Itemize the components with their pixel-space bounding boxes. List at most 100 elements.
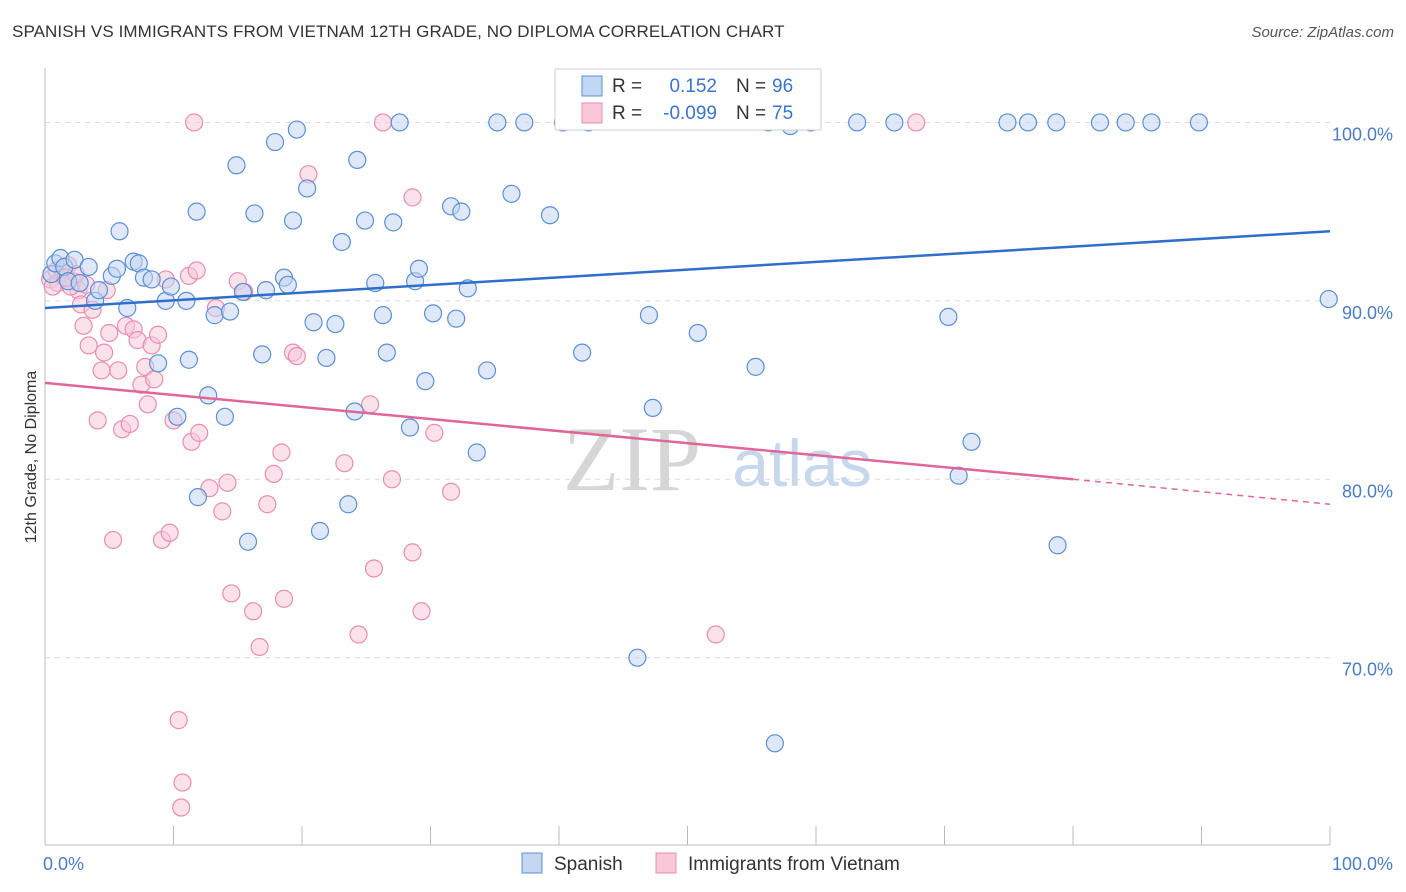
- vietnam-point: [258, 495, 277, 514]
- spanish-point: [416, 372, 435, 391]
- trend-lines: [44, 230, 1331, 505]
- spanish-point: [1018, 113, 1038, 132]
- series-immigrants-vietnam-points: [41, 113, 926, 817]
- spanish-point: [515, 113, 534, 132]
- spanish-point: [220, 302, 240, 321]
- vietnam-point: [403, 188, 422, 207]
- spanish-point: [199, 386, 218, 405]
- spanish-point: [298, 179, 317, 198]
- spanish-point: [949, 466, 968, 485]
- vietnam-point: [335, 454, 354, 473]
- legend-swatch-spanish[interactable]: [521, 852, 543, 874]
- spanish-point: [467, 443, 486, 462]
- vietnam-point: [74, 316, 93, 335]
- spanish-point: [540, 206, 560, 225]
- x-tick-label: 100.0%: [1332, 854, 1393, 874]
- spanish-point: [488, 113, 507, 132]
- vietnam-point: [361, 395, 380, 414]
- spanish-point: [339, 495, 358, 514]
- vietnam-point: [169, 711, 188, 730]
- spanish-point: [205, 306, 224, 325]
- spanish-point: [215, 407, 234, 426]
- vietnam-point: [250, 637, 269, 657]
- gridlines: [45, 121, 1330, 659]
- y-tick-labels: 70.0% 80.0% 90.0% 100.0%: [1332, 124, 1393, 679]
- chart-title: SPANISH VS IMMIGRANTS FROM VIETNAM 12TH …: [12, 22, 785, 41]
- vietnam-point: [145, 370, 164, 389]
- vietnam-point: [187, 261, 206, 280]
- vietnam-point: [138, 395, 157, 414]
- y-tick-label: 100.0%: [1332, 124, 1393, 144]
- stats-swatch-spanish: [581, 75, 603, 97]
- spanish-point: [423, 304, 443, 323]
- spanish-point: [70, 273, 89, 293]
- stats-r-value: 0.152: [669, 76, 717, 97]
- watermark: ZIP atlas: [563, 408, 872, 510]
- stats-r-value: -0.099: [663, 103, 717, 124]
- spanish-point: [848, 113, 867, 132]
- vietnam-point: [349, 625, 368, 644]
- vietnam-point: [244, 602, 263, 621]
- vietnam-trend-line: [44, 381, 1074, 481]
- spanish-point: [573, 343, 592, 362]
- legend-swatch-vietnam[interactable]: [655, 852, 677, 874]
- stats-swatch-vietnam: [581, 102, 603, 124]
- spanish-point: [1142, 113, 1161, 132]
- vietnam-point: [109, 361, 128, 380]
- stats-r-label: R =: [612, 76, 642, 97]
- vietnam-point: [148, 325, 168, 344]
- spanish-point: [142, 270, 161, 289]
- vietnam-point: [403, 543, 422, 562]
- spanish-point: [179, 350, 199, 369]
- vietnam-point: [120, 414, 139, 434]
- vietnam-point: [95, 343, 114, 362]
- spanish-point: [765, 734, 784, 753]
- spanish-point: [688, 323, 707, 343]
- stats-r-label: R =: [612, 103, 642, 124]
- spanish-point: [477, 361, 497, 380]
- spanish-point: [390, 113, 409, 132]
- spanish-point: [326, 314, 345, 334]
- legend-label-vietnam[interactable]: Immigrants from Vietnam: [688, 854, 900, 875]
- x-tick-labels: 0.0% 100.0%: [43, 854, 1393, 874]
- x-tick-label: 0.0%: [43, 854, 84, 874]
- spanish-point: [1189, 113, 1209, 132]
- legend-label-spanish[interactable]: Spanish: [554, 854, 623, 875]
- spanish-point: [502, 184, 521, 203]
- spanish-point: [643, 398, 662, 417]
- spanish-point: [998, 113, 1017, 132]
- vietnam-point: [79, 336, 98, 355]
- axes: [44, 68, 1331, 846]
- vietnam-point: [100, 323, 119, 343]
- spanish-point: [628, 648, 647, 667]
- y-axis-label: 12th Grade, No Diploma: [23, 371, 40, 544]
- y-tick-label: 80.0%: [1342, 481, 1393, 501]
- spanish-point: [253, 345, 272, 364]
- vietnam-point: [88, 411, 107, 430]
- spanish-point: [168, 407, 187, 426]
- spanish-point: [939, 307, 958, 327]
- spanish-trend-line: [44, 230, 1331, 310]
- y-tick-label: 90.0%: [1342, 303, 1393, 323]
- stats-n-label: N =: [736, 76, 766, 97]
- vietnam-point: [160, 523, 179, 542]
- vietnam-point: [190, 423, 209, 442]
- spanish-point: [233, 282, 252, 302]
- vietnam-point: [364, 559, 384, 578]
- spanish-point: [187, 202, 206, 221]
- vietnam-point: [218, 473, 237, 492]
- vietnam-point: [213, 502, 232, 521]
- spanish-point: [79, 257, 98, 277]
- vietnam-point: [425, 423, 444, 442]
- stats-n-value: 75: [772, 103, 793, 124]
- vietnam-point: [907, 113, 926, 132]
- vietnam-point: [104, 530, 123, 550]
- spanish-point: [283, 211, 303, 230]
- vietnam-trend-extension: [1072, 478, 1331, 505]
- spanish-point: [1048, 536, 1067, 555]
- spanish-point: [161, 277, 181, 296]
- spanish-point: [238, 532, 258, 551]
- vietnam-point: [287, 347, 306, 366]
- stats-n-label: N =: [736, 103, 766, 124]
- spanish-point: [1090, 113, 1110, 132]
